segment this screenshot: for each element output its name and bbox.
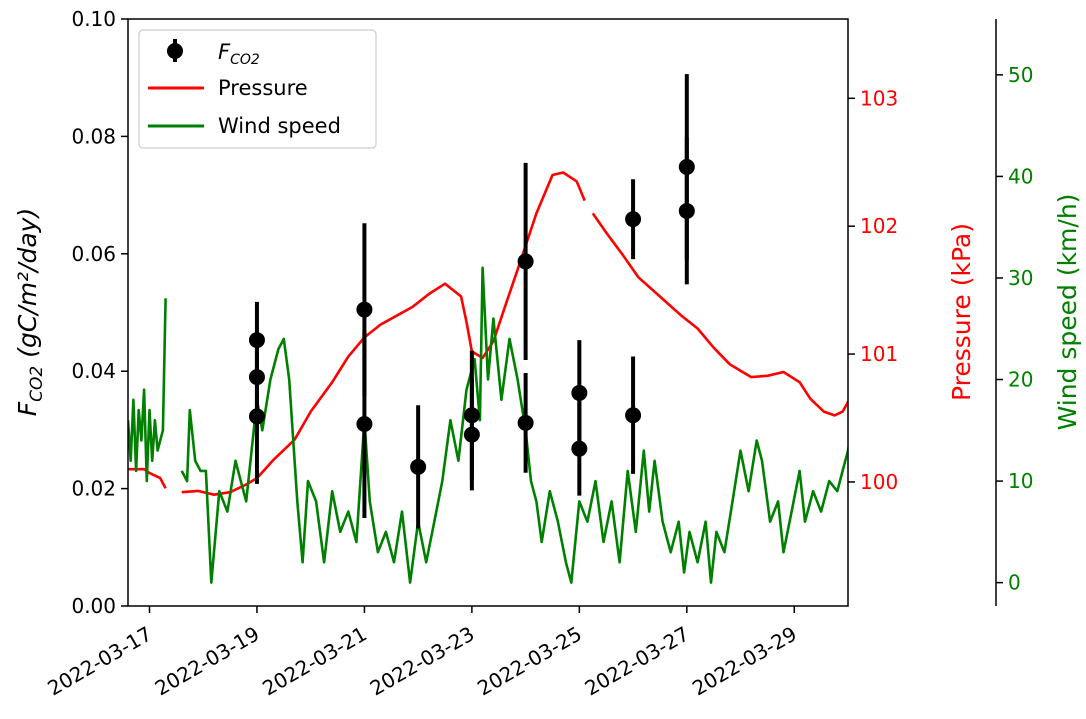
- legend-wind-speed-label: Wind speed: [218, 114, 341, 138]
- fco2-point: [356, 416, 373, 433]
- fco2-point: [463, 426, 480, 443]
- x-tick-label: 2022-03-27: [581, 622, 694, 701]
- fco2-point: [678, 202, 695, 219]
- fco2-point: [625, 211, 642, 228]
- plot-frame: [127, 18, 849, 607]
- fco2-point: [517, 414, 534, 431]
- pressure-tick-label: 103: [860, 86, 898, 110]
- y-left-tick-label: 0.02: [71, 477, 116, 501]
- wind-speed-tick-label: 20: [1008, 368, 1033, 392]
- x-tick-label: 2022-03-23: [366, 622, 479, 701]
- fco2-point: [410, 458, 427, 475]
- fco2-points-layer: [248, 74, 695, 529]
- x-tick-label: 2022-03-17: [43, 622, 156, 701]
- wind-speed-line: [180, 266, 848, 584]
- wind-speed-line: [128, 298, 167, 483]
- legend-fco2-marker: [167, 43, 183, 59]
- fco2-point: [571, 384, 588, 401]
- wind-speed-tick-label: 40: [1008, 164, 1033, 188]
- fco2-point: [625, 407, 642, 424]
- pressure-tick-label: 102: [860, 214, 898, 238]
- x-tick-label: 2022-03-25: [473, 622, 586, 701]
- y-left-tick-label: 0.10: [71, 7, 116, 31]
- legend-fco2-label: FCO2: [218, 40, 260, 68]
- y-left-tick-label: 0.06: [71, 242, 116, 266]
- wind-speed-tick-label: 50: [1008, 63, 1033, 87]
- y-left-tick-label: 0.04: [71, 359, 116, 383]
- fco2-point: [463, 407, 480, 424]
- wind-speed-axis-label: Wind speed (km/h): [1053, 194, 1082, 431]
- pressure-line: [591, 212, 848, 417]
- series-layer: [128, 171, 848, 584]
- fco2-point: [248, 332, 265, 349]
- pressure-tick-label: 101: [860, 342, 898, 366]
- x-tick-label: 2022-03-29: [688, 622, 801, 701]
- pressure-line: [128, 467, 167, 489]
- y-left-tick-label: 0.08: [71, 124, 116, 148]
- y-left-axis-label: FCO2 (gC/m²/day): [13, 208, 47, 416]
- x-tick-label: 2022-03-21: [258, 622, 371, 701]
- fco2-point: [678, 158, 695, 175]
- wind-speed-tick-label: 10: [1008, 469, 1033, 493]
- pressure-axis-label: Pressure (kPa): [947, 223, 976, 401]
- y-left-tick-label: 0.00: [71, 594, 116, 618]
- wind-speed-tick-label: 30: [1008, 266, 1033, 290]
- pressure-tick-label: 100: [860, 470, 898, 494]
- legend: FCO2 Pressure Wind speed: [138, 29, 377, 149]
- legend-pressure-label: Pressure: [218, 76, 308, 100]
- fco2-point: [571, 440, 588, 457]
- wind-speed-tick-label: 0: [1008, 571, 1021, 595]
- fco2-point: [517, 253, 534, 270]
- x-tick-label: 2022-03-19: [151, 622, 264, 701]
- fco2-point: [356, 301, 373, 318]
- legend-box: [138, 29, 377, 149]
- fco2-point: [248, 369, 265, 386]
- fco2-point: [248, 408, 265, 425]
